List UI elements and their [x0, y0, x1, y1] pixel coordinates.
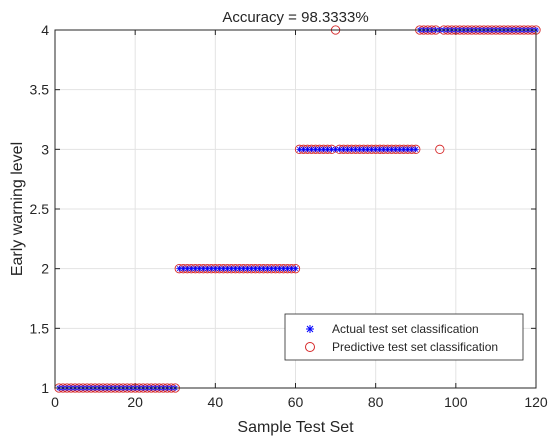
actual-point [368, 146, 375, 153]
x-tick-labels: 0 20 40 60 80 100 120 [51, 394, 548, 410]
actual-point [296, 146, 303, 153]
actual-point [400, 146, 407, 153]
actual-point [332, 146, 339, 153]
x-tick-label: 0 [51, 394, 59, 410]
y-tick-label: 3 [41, 141, 49, 157]
actual-point [320, 146, 327, 153]
x-tick-label: 100 [444, 394, 468, 410]
actual-point [256, 265, 263, 272]
legend-label-actual: Actual test set classification [332, 322, 479, 336]
actual-point [360, 146, 367, 153]
actual-point [272, 265, 279, 272]
actual-point [412, 146, 419, 153]
y-tick-label: 1.5 [30, 320, 50, 336]
actual-point [228, 265, 235, 272]
chart-title: Accuracy = 98.3333% [222, 9, 368, 26]
legend-marker-actual [306, 325, 314, 333]
actual-point [208, 265, 215, 272]
actual-point [312, 146, 319, 153]
actual-point [384, 146, 391, 153]
legend-box [284, 313, 524, 361]
actual-point [328, 146, 335, 153]
actual-point [304, 146, 311, 153]
y-tick-labels: 1 1.5 2 2.5 3 3.5 4 [30, 22, 50, 396]
actual-point [180, 265, 187, 272]
x-tick-label: 40 [208, 394, 224, 410]
actual-point [340, 146, 347, 153]
y-tick-label: 2.5 [30, 201, 50, 217]
predictive-point [435, 144, 445, 154]
legend-marker-predictive [305, 342, 315, 352]
x-tick-label: 20 [127, 394, 143, 410]
legend-label-predictive: Predictive test set classification [332, 340, 498, 354]
y-tick-label: 1 [41, 380, 49, 396]
x-tick-label: 120 [524, 394, 548, 410]
actual-point [252, 265, 259, 272]
y-tick-label: 4 [41, 22, 49, 38]
y-tick-label: 2 [41, 261, 49, 277]
y-tick-label: 3.5 [30, 82, 50, 98]
actual-point [392, 146, 399, 153]
y-axis-label: Early warning level [9, 142, 26, 276]
actual-point [236, 265, 243, 272]
actual-point [176, 265, 183, 272]
actual-point [404, 146, 411, 153]
actual-point [264, 265, 271, 272]
plot-frame [54, 29, 537, 389]
x-tick-label: 80 [368, 394, 384, 410]
x-axis-label: Sample Test Set [237, 419, 354, 436]
legend: Actual test set classification Predictiv… [284, 313, 524, 361]
actual-point [292, 265, 299, 272]
actual-point [212, 265, 219, 272]
x-tick-label: 60 [288, 394, 304, 410]
actual-point [240, 265, 247, 272]
